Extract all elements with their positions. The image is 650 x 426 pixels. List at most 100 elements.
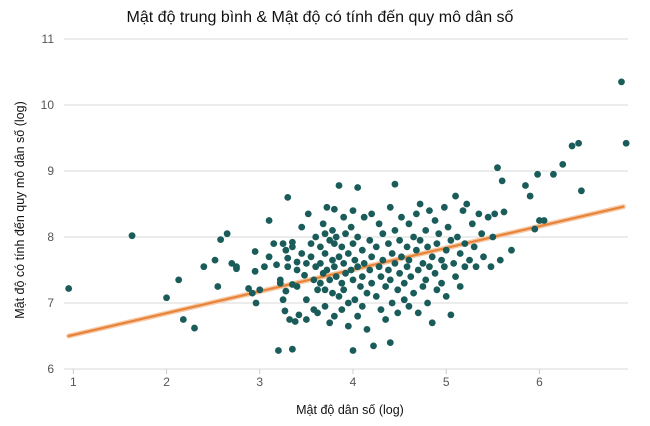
- data-point: [358, 302, 366, 310]
- data-point: [526, 192, 534, 200]
- data-point: [217, 236, 225, 244]
- data-point: [456, 250, 464, 257]
- data-point: [175, 276, 183, 284]
- data-point: [410, 289, 417, 297]
- data-point: [388, 299, 396, 307]
- data-point: [391, 180, 399, 188]
- data-point: [396, 236, 404, 244]
- data-point: [338, 243, 346, 251]
- data-point: [407, 273, 415, 280]
- data-point: [321, 286, 329, 294]
- data-point: [414, 309, 422, 317]
- data-point: [338, 306, 346, 313]
- y-tick-labels: 6 7 8 9 10 11: [41, 32, 55, 376]
- data-point: [403, 243, 411, 251]
- data-point: [480, 253, 487, 261]
- data-point: [531, 225, 539, 233]
- data-point: [344, 299, 352, 307]
- data-point: [291, 318, 299, 325]
- data-point: [321, 230, 329, 238]
- data-point: [335, 253, 343, 261]
- data-point: [282, 246, 290, 254]
- data-point: [310, 276, 318, 284]
- data-point: [281, 307, 289, 315]
- data-point: [440, 203, 448, 211]
- data-point: [358, 273, 366, 280]
- x-tick-labels: 1 2 3 4 5 6: [70, 375, 543, 389]
- x-tick-label: 3: [256, 375, 263, 389]
- data-point: [316, 279, 324, 287]
- data-point: [265, 253, 273, 261]
- data-point: [191, 324, 198, 332]
- data-point: [433, 240, 441, 248]
- data-point: [396, 269, 404, 277]
- data-point: [321, 302, 329, 310]
- data-point: [428, 319, 436, 327]
- data-point: [335, 293, 343, 300]
- x-tick-label: 5: [443, 375, 450, 389]
- data-point: [382, 283, 390, 290]
- x-tick-label: 2: [163, 375, 170, 389]
- data-point: [419, 260, 427, 267]
- y-tick-label: 11: [42, 32, 55, 46]
- data-point: [456, 283, 464, 290]
- data-point: [302, 316, 310, 323]
- data-point: [301, 271, 308, 279]
- data-point: [211, 256, 219, 264]
- data-point: [391, 227, 399, 234]
- data-point: [498, 177, 506, 185]
- data-point: [419, 283, 427, 290]
- data-point: [478, 230, 486, 238]
- data-point: [454, 233, 461, 241]
- data-point: [360, 260, 368, 267]
- data-point: [484, 213, 492, 221]
- data-point: [447, 236, 455, 244]
- data-point: [470, 243, 478, 251]
- data-point: [410, 233, 417, 241]
- chart-title: Mật độ trung bình & Mật độ có tính đến q…: [127, 9, 514, 26]
- data-point: [354, 233, 362, 241]
- data-point: [214, 283, 222, 290]
- data-point: [472, 263, 480, 271]
- data-point: [405, 220, 413, 228]
- data-point: [452, 192, 459, 200]
- data-point: [368, 210, 376, 218]
- data-point: [302, 296, 310, 304]
- data-point: [398, 213, 405, 221]
- data-point: [358, 246, 366, 254]
- data-point: [618, 78, 625, 86]
- data-point: [340, 286, 348, 294]
- data-point: [431, 269, 439, 277]
- data-point: [282, 287, 290, 295]
- data-point: [422, 276, 430, 284]
- data-point: [426, 263, 433, 271]
- data-point: [442, 246, 450, 254]
- data-point: [388, 250, 396, 257]
- data-point: [314, 286, 321, 294]
- data-point: [349, 207, 357, 215]
- x-tick-label: 4: [350, 375, 357, 389]
- data-point: [357, 283, 364, 290]
- data-point: [347, 223, 355, 231]
- y-axis-title: Mật độ có tính đến quy mô dân số (log): [13, 101, 27, 319]
- data-point: [366, 266, 374, 274]
- data-point: [307, 240, 315, 248]
- data-point: [323, 203, 331, 211]
- data-point: [332, 233, 340, 241]
- data-point: [363, 289, 371, 297]
- data-point: [284, 263, 292, 271]
- data-point: [405, 256, 413, 264]
- data-point: [403, 263, 411, 271]
- data-point: [461, 263, 469, 271]
- data-point: [366, 236, 374, 244]
- data-point: [251, 267, 259, 275]
- data-point: [372, 243, 380, 251]
- data-point: [386, 203, 394, 211]
- data-point: [316, 260, 324, 267]
- data-point: [466, 256, 473, 264]
- data-point: [279, 296, 287, 304]
- data-point: [298, 250, 306, 257]
- data-point: [375, 220, 383, 228]
- data-point: [342, 230, 349, 238]
- data-point: [508, 246, 515, 254]
